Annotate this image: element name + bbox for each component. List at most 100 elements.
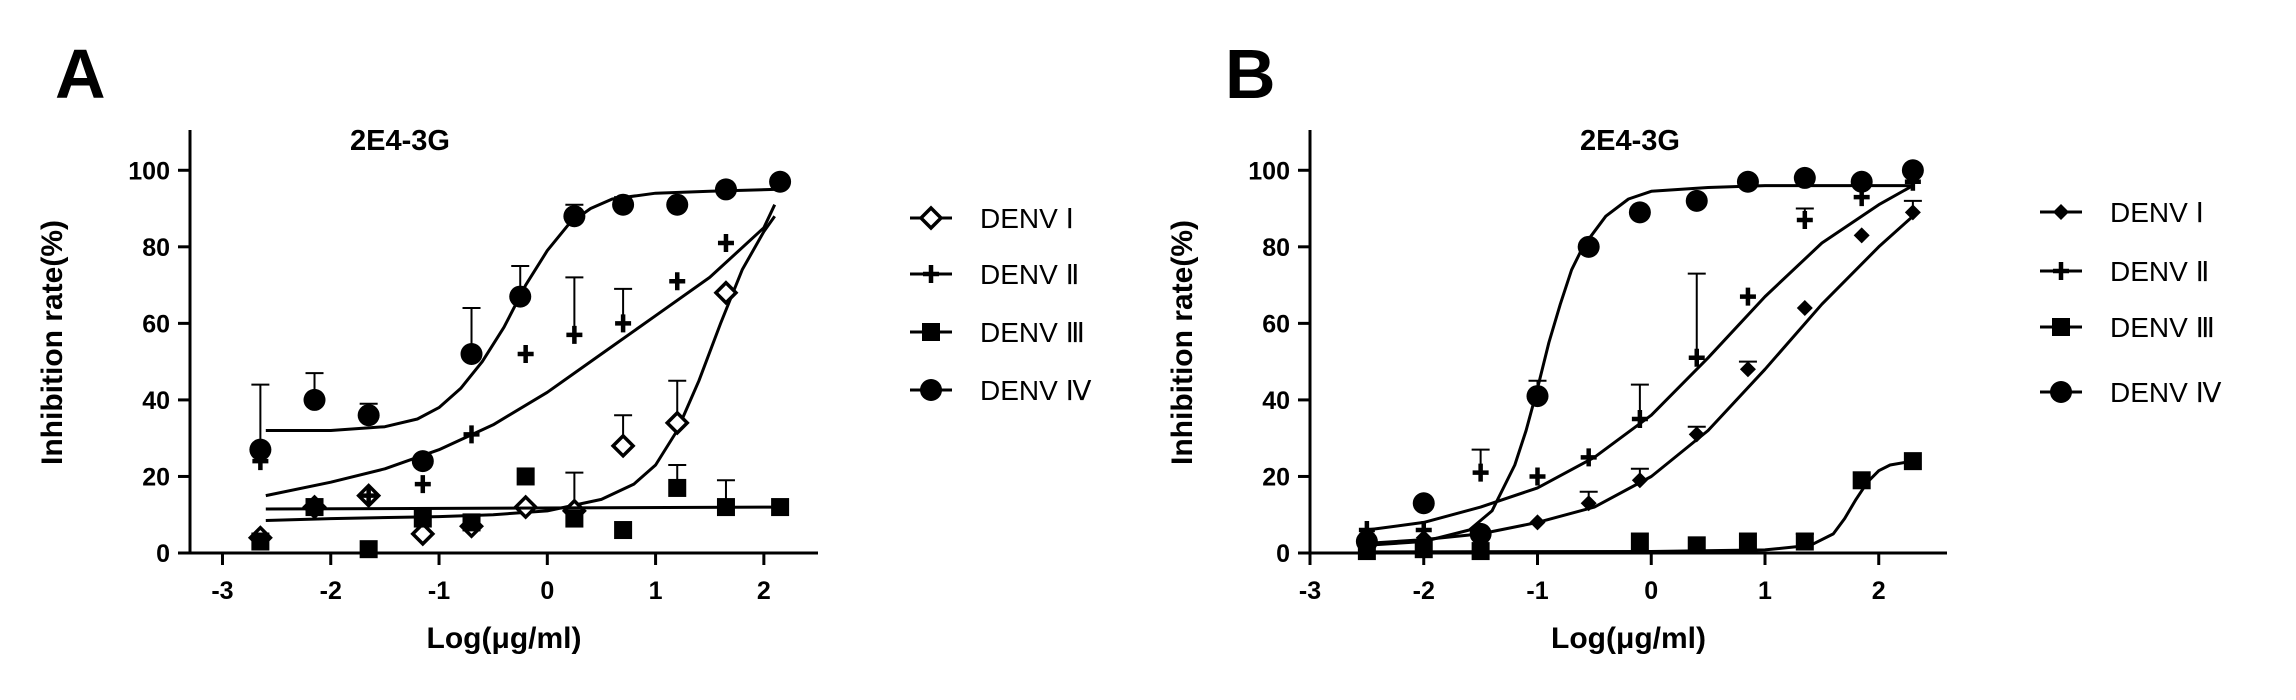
- legend-label: DENV Ⅳ: [980, 375, 1092, 406]
- x-tick-label: -2: [1413, 577, 1435, 605]
- data-point: [1904, 204, 1921, 221]
- legend-marker: [2053, 204, 2069, 220]
- data-point: [1850, 170, 1873, 193]
- legend-item: DENV Ⅱ: [2040, 256, 2209, 287]
- fit-curve: [1366, 184, 1914, 532]
- data-point: [1852, 471, 1871, 490]
- series-4: [249, 170, 792, 473]
- data-point: [249, 438, 272, 461]
- data-point: [1685, 189, 1708, 212]
- data-point: [1631, 410, 1648, 429]
- data-point: [769, 170, 792, 193]
- y-tick-label: 20: [1262, 463, 1290, 491]
- data-point: [1412, 492, 1435, 515]
- data-point: [565, 509, 584, 528]
- data-point: [1469, 522, 1492, 545]
- legend-item: DENV Ⅰ: [2040, 197, 2204, 228]
- y-tick-label: 40: [142, 387, 170, 415]
- y-tick-label: 20: [142, 463, 170, 491]
- legend-label: DENV Ⅳ: [2110, 377, 2222, 408]
- data-point: [303, 388, 326, 411]
- data-point: [411, 450, 434, 473]
- data-point: [1414, 540, 1433, 559]
- data-point: [713, 280, 739, 306]
- panel-letter: B: [1225, 35, 1276, 113]
- data-point: [1529, 467, 1546, 486]
- data-point: [1688, 426, 1705, 443]
- data-point: [610, 433, 636, 459]
- legend-marker: [918, 205, 944, 231]
- data-point: [509, 285, 532, 308]
- y-tick-label: 40: [1262, 387, 1290, 415]
- x-tick-label: 1: [649, 577, 663, 605]
- series-4: [1355, 159, 1924, 553]
- y-axis-label: Inhibition rate(%): [36, 220, 69, 465]
- data-point: [566, 325, 583, 344]
- series-1: [1358, 199, 1922, 546]
- data-point: [1577, 235, 1600, 258]
- fit-curve: [265, 505, 775, 511]
- data-point: [714, 178, 737, 201]
- legend-label: DENV Ⅲ: [2110, 312, 2215, 343]
- data-point: [359, 540, 378, 559]
- data-point: [1630, 532, 1649, 551]
- y-tick-label: 60: [142, 310, 170, 338]
- legend-item: DENV Ⅳ: [2040, 377, 2222, 408]
- data-point: [413, 509, 432, 528]
- legend-marker: [2052, 318, 2070, 336]
- data-point: [410, 521, 436, 547]
- data-point: [1355, 530, 1378, 553]
- data-point: [1903, 452, 1922, 471]
- legend-marker: [922, 323, 940, 341]
- data-point: [1901, 159, 1924, 182]
- fit-curve: [1366, 184, 1913, 547]
- data-point: [1736, 170, 1759, 193]
- data-point: [1793, 166, 1816, 189]
- x-axis-label: Log(μg/ml): [427, 622, 582, 655]
- series-3: [1357, 452, 1922, 561]
- legend-label: DENV Ⅰ: [980, 203, 1074, 234]
- data-point: [1688, 348, 1705, 367]
- legend-marker: [2053, 262, 2069, 280]
- data-point: [360, 486, 377, 505]
- data-point: [305, 498, 324, 517]
- data-point: [1631, 472, 1648, 489]
- series-2: [1358, 172, 1921, 540]
- data-point: [615, 314, 632, 333]
- x-tick-label: 1: [1758, 577, 1772, 605]
- data-point: [516, 467, 535, 486]
- legend-marker: [2050, 381, 2072, 403]
- data-point: [1472, 463, 1489, 482]
- x-tick-label: 0: [540, 577, 554, 605]
- data-point: [666, 193, 689, 216]
- data-point: [614, 521, 633, 540]
- data-point: [1415, 521, 1432, 540]
- data-point: [669, 272, 686, 291]
- legend-label: DENV Ⅱ: [980, 259, 1079, 290]
- data-point: [462, 513, 481, 532]
- data-point: [1628, 201, 1651, 224]
- data-point: [1739, 287, 1756, 306]
- data-point: [251, 532, 270, 551]
- data-point: [1795, 532, 1814, 551]
- x-tick-label: -2: [320, 577, 342, 605]
- x-tick-label: -1: [428, 577, 450, 605]
- y-tick-label: 0: [1276, 540, 1290, 568]
- data-point: [1580, 448, 1597, 467]
- fit-curve: [1366, 459, 1914, 554]
- error-bar: [1687, 272, 1706, 358]
- data-point: [771, 498, 790, 517]
- y-axis-label: Inhibition rate(%): [1166, 220, 1199, 465]
- legend-item: DENV Ⅰ: [910, 203, 1074, 234]
- x-tick-label: -3: [1299, 577, 1321, 605]
- data-point: [357, 404, 380, 427]
- data-point: [414, 475, 431, 494]
- series-2: [252, 204, 777, 517]
- data-point: [1796, 211, 1813, 230]
- chart-title: 2E4-3G: [1580, 125, 1680, 157]
- data-point: [463, 425, 480, 444]
- x-axis-label: Log(μg/ml): [1551, 622, 1706, 655]
- y-tick-label: 80: [1262, 234, 1290, 262]
- data-point: [1471, 542, 1490, 561]
